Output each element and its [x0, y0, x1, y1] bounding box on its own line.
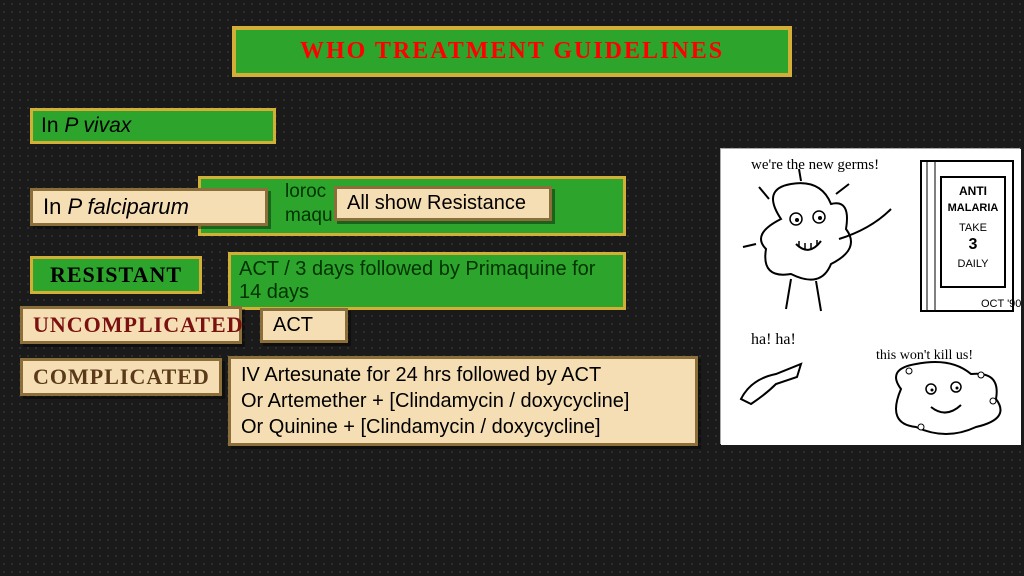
pfalc-pre: In [43, 194, 67, 219]
svg-text:3: 3 [969, 236, 978, 253]
svg-text:this won't kill us!: this won't kill us! [876, 348, 973, 363]
svg-text:DAILY: DAILY [958, 258, 990, 270]
label-resistant: RESISTANT [30, 256, 202, 294]
cartoon-panel: we're the new germs! ANTI MALARIA TAKE 3… [720, 148, 1020, 444]
label-pfalciparum: In P falciparum [30, 188, 268, 226]
label-act: ACT [260, 308, 348, 343]
label-allshow: All show Resistance [334, 186, 552, 221]
pvivax-pre: In [41, 114, 64, 137]
svg-text:TAKE: TAKE [959, 222, 987, 234]
bg-frag2: maqu [285, 205, 333, 227]
svg-text:MALARIA: MALARIA [948, 202, 999, 214]
compl-line3: Or Quinine + [Clindamycin / doxycycline] [241, 414, 685, 440]
label-pvivax: In P vivax [30, 108, 276, 144]
compl-line2: Or Artemether + [Clindamycin / doxycycli… [241, 388, 685, 414]
act14-text: ACT / 3 days followed by Primaquine for … [239, 258, 595, 303]
page-title: WHO TREATMENT GUIDELINES [232, 26, 792, 77]
pfalc-em: P falciparum [67, 194, 188, 219]
label-act14: ACT / 3 days followed by Primaquine for … [228, 252, 626, 310]
bg-frag1: loroc [285, 181, 326, 203]
label-complicated: COMPLICATED [20, 358, 222, 396]
label-complicated-detail: IV Artesunate for 24 hrs followed by ACT… [228, 356, 698, 446]
compl-line1: IV Artesunate for 24 hrs followed by ACT [241, 362, 685, 388]
cartoon-svg: we're the new germs! ANTI MALARIA TAKE 3… [721, 149, 1021, 445]
svg-text:ha! ha!: ha! ha! [751, 331, 796, 348]
cartoon-top-text: we're the new germs! [751, 157, 879, 173]
svg-text:OCT '90: OCT '90 [981, 298, 1021, 310]
svg-text:ANTI: ANTI [959, 184, 987, 198]
label-uncomplicated: UNCOMPLICATED [20, 306, 242, 344]
pvivax-em: P vivax [64, 114, 131, 137]
